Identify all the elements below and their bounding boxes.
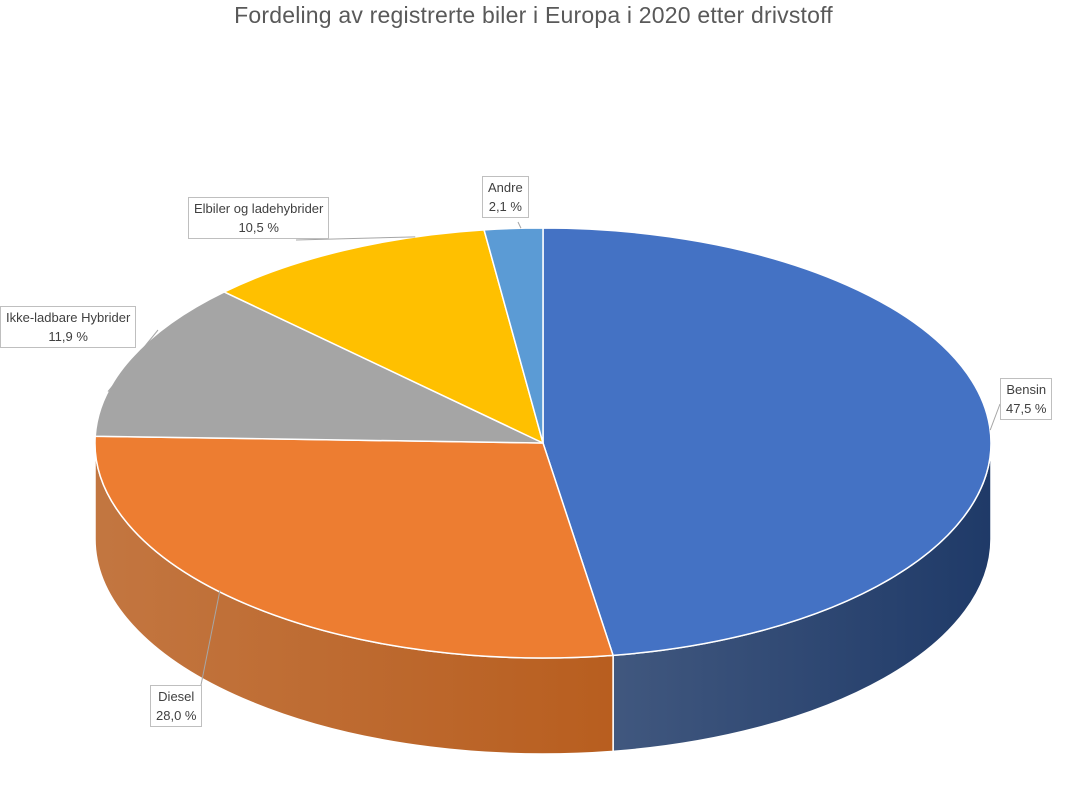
data-label: Elbiler og ladehybrider 10,5 %: [188, 197, 330, 239]
data-label: Diesel 28,0 %: [150, 685, 203, 727]
data-label: Bensin 47,5 %: [1000, 378, 1053, 420]
data-label-category: Ikke-ladbare Hybrider: [6, 310, 131, 325]
leader-line: [199, 589, 221, 691]
leader-line: [107, 329, 159, 392]
data-label-value: 10,5 %: [238, 220, 279, 235]
pie-slice-elbiler-og-ladehybrider: [223, 229, 544, 444]
data-label-category: Diesel: [158, 689, 195, 704]
data-label-value: 11,9 %: [48, 329, 88, 344]
data-label-category: Elbiler og ladehybrider: [194, 201, 324, 216]
data-label-category: Andre: [488, 180, 523, 195]
pie-slice-bensin: [542, 227, 992, 657]
leader-line: [295, 236, 416, 241]
data-label: Andre 2,1 %: [482, 176, 529, 218]
pie-slice-andre: [483, 227, 544, 444]
leader-line: [989, 403, 1001, 431]
data-label-value: 2,1 %: [488, 199, 522, 214]
pie-slice-diesel: [94, 435, 614, 659]
leader-line: [517, 221, 522, 229]
pie-slice-ikke-ladbare-hybrider: [94, 291, 544, 444]
data-label-category: Bensin: [1006, 382, 1047, 397]
chart-title: Fordeling av registrerte biler i Europa …: [234, 2, 833, 28]
data-label: Ikke-ladbare Hybrider 11,9 %: [0, 306, 137, 348]
data-label-value: 47,5 %: [1006, 401, 1047, 416]
data-label-value: 28,0 %: [156, 708, 197, 723]
